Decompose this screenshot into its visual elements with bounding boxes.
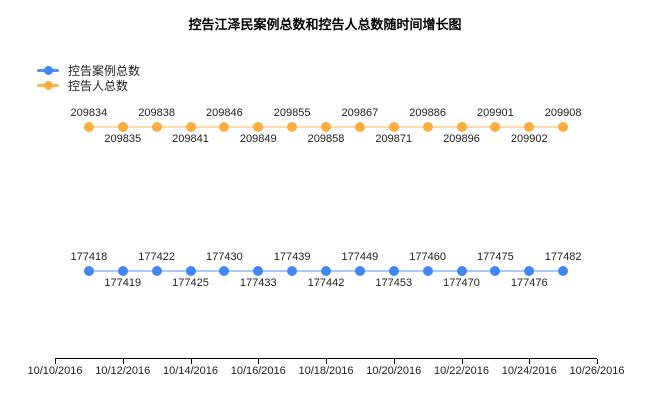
data-point[interactable] <box>490 122 501 132</box>
x-axis-tick <box>190 359 192 364</box>
point-label: 209849 <box>239 133 277 145</box>
point-label: 177453 <box>375 277 413 289</box>
data-point[interactable] <box>83 266 94 276</box>
data-point[interactable] <box>219 266 230 276</box>
point-label: 177476 <box>510 277 548 289</box>
data-point[interactable] <box>117 266 128 276</box>
data-point[interactable] <box>253 122 264 132</box>
x-axis-tick-label: 10/12/2016 <box>95 365 151 377</box>
data-point[interactable] <box>422 122 433 132</box>
x-axis-tick-label: 10/18/2016 <box>298 365 354 377</box>
point-label: 177419 <box>104 277 142 289</box>
point-label: 209886 <box>409 107 446 119</box>
data-point[interactable] <box>456 266 467 276</box>
x-axis-tick <box>529 359 531 364</box>
legend-item-plaintiffs[interactable]: 控告人总数 <box>37 78 140 93</box>
point-label: 209902 <box>510 133 548 145</box>
data-point[interactable] <box>524 122 535 132</box>
point-label: 209858 <box>307 133 345 145</box>
point-label: 209896 <box>443 133 480 145</box>
data-point[interactable] <box>83 122 94 132</box>
data-point[interactable] <box>151 122 162 132</box>
data-point[interactable] <box>287 266 298 276</box>
point-label: 209846 <box>206 107 243 119</box>
point-label: 209841 <box>172 133 209 145</box>
data-point[interactable] <box>388 266 399 276</box>
data-point[interactable] <box>287 122 298 132</box>
point-label: 177482 <box>544 251 582 263</box>
point-label: 177430 <box>206 251 243 263</box>
data-point[interactable] <box>558 122 569 132</box>
x-axis-tick <box>122 359 124 364</box>
x-axis-tick-label: 10/14/2016 <box>162 365 219 377</box>
data-point[interactable] <box>354 122 365 132</box>
x-axis-tick <box>258 359 260 364</box>
x-axis-tick-label: 10/10/2016 <box>27 365 83 377</box>
legend-line-dot-marker <box>37 66 59 75</box>
data-point[interactable] <box>117 122 128 132</box>
chart-title: 控告江泽民案例总数和控告人总数随时间增长图 <box>188 17 462 32</box>
legend-label-plaintiffs: 控告人总数 <box>68 79 129 93</box>
legend-label-cases: 控告案例总数 <box>68 64 141 78</box>
x-axis-line <box>55 358 597 359</box>
point-label: 177442 <box>307 277 345 289</box>
x-axis-tick <box>393 359 395 364</box>
x-axis-tick-label: 10/26/2016 <box>569 365 625 377</box>
x-axis-tick <box>461 359 463 364</box>
data-point[interactable] <box>558 266 569 276</box>
point-label: 209901 <box>477 107 514 119</box>
point-label: 177475 <box>477 251 514 263</box>
data-point[interactable] <box>253 266 264 276</box>
point-label: 209834 <box>70 107 108 119</box>
x-axis-tick <box>55 359 56 364</box>
point-label: 177449 <box>341 251 379 263</box>
data-point[interactable] <box>456 122 467 132</box>
point-label: 177425 <box>172 277 209 289</box>
point-label: 177418 <box>70 251 108 263</box>
legend-item-cases[interactable]: 控告案例总数 <box>37 63 140 78</box>
data-point[interactable] <box>354 266 365 276</box>
point-label: 177460 <box>409 251 446 263</box>
legend: 控告案例总数 控告人总数 <box>37 63 140 93</box>
x-axis-tick <box>597 359 598 364</box>
point-label: 209838 <box>138 107 175 119</box>
point-label: 177439 <box>273 251 311 263</box>
data-point[interactable] <box>185 122 196 132</box>
x-axis-tick-label: 10/20/2016 <box>366 365 422 377</box>
data-point[interactable] <box>219 122 230 132</box>
data-point[interactable] <box>321 122 331 132</box>
data-point[interactable] <box>185 266 196 276</box>
x-axis-tick <box>326 359 327 364</box>
point-label: 209867 <box>341 107 379 119</box>
point-label: 209855 <box>273 107 311 119</box>
x-axis-tick-label: 10/22/2016 <box>433 365 490 377</box>
x-axis-tick-label: 10/16/2016 <box>230 365 286 377</box>
point-label: 177422 <box>138 251 175 263</box>
data-point[interactable] <box>321 266 331 276</box>
point-label: 209835 <box>104 133 142 145</box>
data-point[interactable] <box>388 122 399 132</box>
point-label: 177433 <box>239 277 277 289</box>
x-axis-tick-label: 10/24/2016 <box>501 365 557 377</box>
point-label: 209871 <box>375 133 413 145</box>
point-label: 177470 <box>443 277 480 289</box>
data-point[interactable] <box>151 266 162 276</box>
data-point[interactable] <box>422 266 433 276</box>
point-label: 209908 <box>544 107 582 119</box>
data-point[interactable] <box>524 266 535 276</box>
legend-line-dot-marker <box>37 81 59 90</box>
data-point[interactable] <box>490 266 501 276</box>
